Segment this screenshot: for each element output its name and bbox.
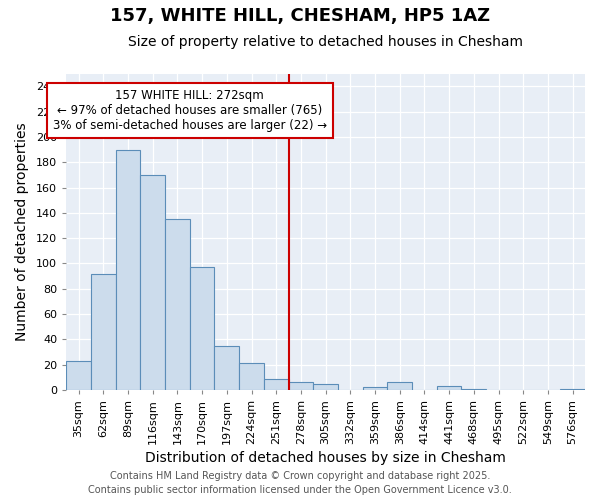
Text: 157, WHITE HILL, CHESHAM, HP5 1AZ: 157, WHITE HILL, CHESHAM, HP5 1AZ xyxy=(110,8,490,26)
Bar xyxy=(362,388,388,390)
Bar xyxy=(461,388,486,390)
Bar xyxy=(165,219,190,390)
Bar xyxy=(313,384,338,390)
Text: Contains HM Land Registry data © Crown copyright and database right 2025.
Contai: Contains HM Land Registry data © Crown c… xyxy=(88,471,512,495)
Bar xyxy=(437,386,461,390)
Bar xyxy=(239,364,264,390)
Bar xyxy=(388,382,412,390)
Bar xyxy=(140,175,165,390)
X-axis label: Distribution of detached houses by size in Chesham: Distribution of detached houses by size … xyxy=(145,451,506,465)
Bar xyxy=(289,382,313,390)
Y-axis label: Number of detached properties: Number of detached properties xyxy=(15,122,29,341)
Bar xyxy=(214,346,239,390)
Text: 157 WHITE HILL: 272sqm
← 97% of detached houses are smaller (765)
3% of semi-det: 157 WHITE HILL: 272sqm ← 97% of detached… xyxy=(53,89,327,132)
Title: Size of property relative to detached houses in Chesham: Size of property relative to detached ho… xyxy=(128,35,523,49)
Bar xyxy=(91,274,116,390)
Bar xyxy=(66,361,91,390)
Bar xyxy=(560,388,585,390)
Bar xyxy=(116,150,140,390)
Bar xyxy=(264,378,289,390)
Bar xyxy=(190,267,214,390)
